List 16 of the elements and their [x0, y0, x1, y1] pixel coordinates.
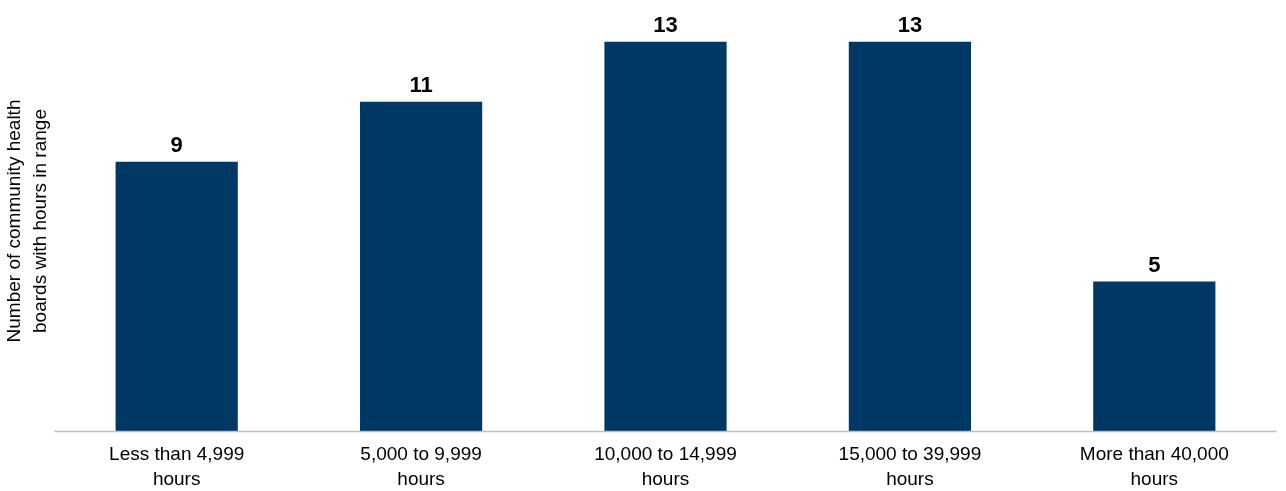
bar [1093, 281, 1216, 432]
x-tick-label: 5,000 to 9,999 hours [360, 442, 482, 489]
bar [604, 41, 727, 432]
y-axis-title: Number of community health boards with hours in range [3, 99, 50, 343]
x-tick-label: More than 40,000 hours [1079, 442, 1229, 489]
x-tick-label: Less than 4,999 hours [109, 442, 245, 489]
data-label: 5 [1148, 251, 1161, 277]
x-tick-label: 15,000 to 39,999 hours [838, 442, 982, 489]
data-label: 13 [897, 11, 923, 37]
bar [360, 101, 483, 432]
bar [848, 41, 971, 432]
bar [115, 161, 238, 432]
data-label: 9 [170, 131, 183, 157]
data-label: 11 [409, 71, 433, 97]
data-label: 13 [653, 11, 678, 37]
x-tick-label: 10,000 to 14,999 hours [594, 442, 737, 489]
